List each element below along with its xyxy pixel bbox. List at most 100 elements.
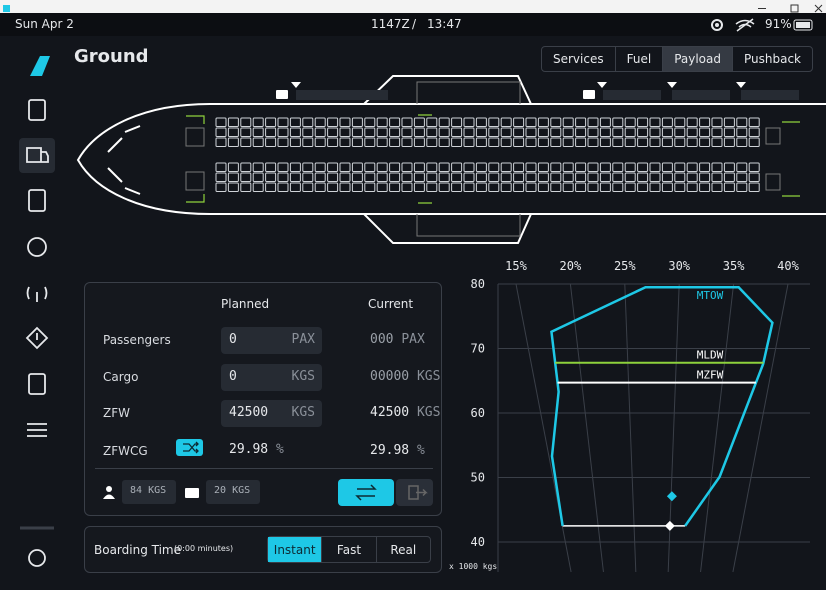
radio-icon[interactable] — [26, 286, 48, 302]
compass-icon[interactable] — [27, 237, 47, 257]
current-cell: 42500 KGS — [370, 405, 440, 420]
seat — [711, 162, 723, 172]
seat — [215, 182, 227, 192]
maximize[interactable] — [790, 4, 799, 13]
seat — [401, 127, 413, 137]
seat — [351, 117, 363, 127]
settings-sliders-icon[interactable] — [27, 423, 47, 437]
seat — [550, 127, 562, 137]
galley-rear-upper — [765, 127, 781, 145]
planned-input[interactable]: 0 PAX — [221, 327, 322, 354]
seat — [426, 182, 438, 192]
seat — [599, 117, 611, 127]
close[interactable] — [814, 4, 823, 13]
seat — [488, 137, 500, 147]
seat — [252, 162, 264, 172]
seat — [488, 127, 500, 137]
seat — [339, 172, 351, 182]
seat — [488, 172, 500, 182]
tab[interactable]: Payload — [663, 47, 733, 71]
y-tick-label: 80 — [471, 277, 485, 291]
seat — [575, 117, 587, 127]
seat — [277, 127, 289, 137]
seat — [637, 137, 649, 147]
seat — [736, 162, 748, 172]
seat — [488, 162, 500, 172]
randomize-cg-button[interactable] — [176, 439, 203, 456]
tab[interactable]: Services — [542, 47, 616, 71]
seat — [723, 182, 735, 192]
shuffle-icon — [183, 441, 199, 454]
seat — [550, 137, 562, 147]
seat — [711, 182, 723, 192]
boarding-options: Instant Fast Real — [267, 536, 431, 563]
passenger-weight: 84 — [130, 485, 143, 496]
seat — [661, 117, 673, 127]
limit-label: MLDW — [697, 349, 724, 362]
seat — [637, 162, 649, 172]
seat — [674, 182, 686, 192]
checklist2-icon[interactable] — [28, 373, 46, 395]
status-bar: Sun Apr 2 1147Z / 13:47 91% — [0, 13, 826, 36]
planned-input[interactable]: 42500 KGS — [221, 400, 322, 427]
seat — [624, 117, 636, 127]
planned-value: 42500 — [229, 405, 269, 420]
seat — [327, 127, 339, 137]
seat — [649, 172, 661, 182]
local-time: 13:47 — [427, 17, 462, 31]
seat — [513, 127, 525, 137]
page-title: Ground — [74, 46, 149, 67]
seat — [711, 172, 723, 182]
seat — [612, 162, 624, 172]
seat — [426, 127, 438, 137]
seat — [748, 117, 760, 127]
seat — [451, 127, 463, 137]
cg-point — [664, 520, 675, 531]
seat — [624, 127, 636, 137]
seat — [513, 137, 525, 147]
seat — [624, 172, 636, 182]
active-nav[interactable] — [19, 138, 55, 173]
boarding-option[interactable]: Real — [390, 542, 417, 557]
seat — [575, 137, 587, 147]
seat — [612, 172, 624, 182]
boarding-option[interactable]: Fast — [322, 537, 377, 562]
settings-icon[interactable] — [711, 19, 723, 31]
planned-input[interactable]: 0 KGS — [221, 364, 322, 391]
seat — [401, 172, 413, 182]
seat — [463, 172, 475, 182]
seat — [413, 117, 425, 127]
seat — [649, 182, 661, 192]
checklist-icon[interactable] — [28, 99, 46, 121]
current-cell: 00000 KGS — [370, 369, 440, 384]
seat — [649, 162, 661, 172]
row-label: Passengers — [103, 333, 171, 347]
seat — [699, 117, 711, 127]
boarding-option[interactable]: Instant — [268, 537, 323, 562]
seat — [612, 127, 624, 137]
seat — [699, 172, 711, 182]
seat — [699, 127, 711, 137]
warning-icon[interactable] — [25, 326, 49, 350]
calculator-icon[interactable] — [28, 189, 46, 212]
seat — [612, 137, 624, 147]
planned-unit: % — [275, 442, 284, 457]
ground-icon[interactable] — [26, 147, 49, 163]
battery-level — [796, 22, 810, 28]
seat — [587, 127, 599, 137]
seat — [587, 182, 599, 192]
unload-button[interactable] — [396, 479, 433, 506]
cargo-bar — [741, 90, 799, 100]
seat — [240, 182, 252, 192]
settings-icon[interactable] — [28, 549, 46, 567]
current-value: 000 — [370, 332, 394, 347]
tab[interactable]: Fuel — [616, 47, 664, 71]
tab[interactable]: Pushback — [744, 52, 802, 66]
seat — [438, 127, 450, 137]
seat — [327, 172, 339, 182]
seat — [401, 137, 413, 147]
load-button[interactable] — [338, 479, 394, 506]
seat — [413, 172, 425, 182]
